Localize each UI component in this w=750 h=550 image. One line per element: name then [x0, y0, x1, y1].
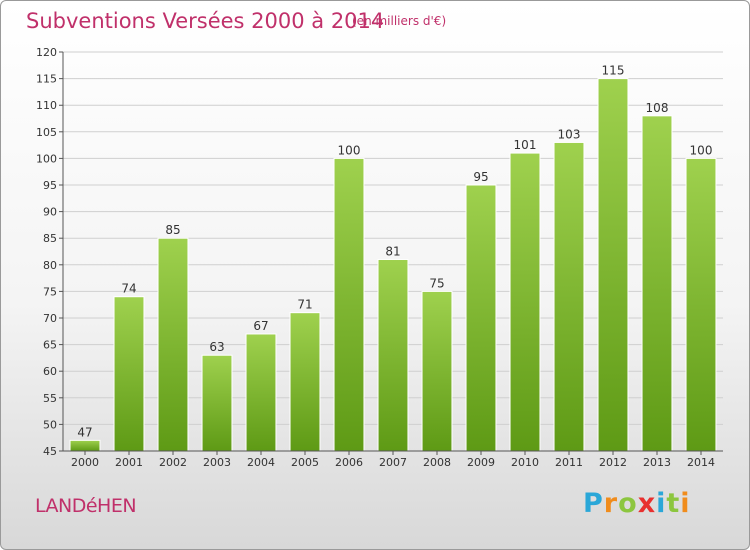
bar: [421, 290, 453, 452]
proxiti-logo: Proxiti: [583, 488, 691, 519]
bar: [289, 312, 321, 452]
x-tick-label: 2007: [379, 456, 407, 469]
logo-letter: x: [637, 488, 657, 519]
x-tick-label: 2005: [291, 456, 319, 469]
data-label: 100: [338, 143, 361, 157]
y-tick-label: 120: [36, 46, 57, 59]
y-tick-label: 85: [43, 232, 57, 245]
y-tick-label: 110: [36, 99, 57, 112]
y-tick-label: 90: [43, 206, 57, 219]
bar: [113, 296, 145, 452]
town-name: LANDéHEN: [35, 495, 137, 517]
x-tick-label: 2003: [203, 456, 231, 469]
bar: [641, 115, 673, 452]
logo-letter: o: [618, 488, 638, 519]
x-tick-label: 2013: [643, 456, 671, 469]
x-tick-label: 2014: [687, 456, 715, 469]
data-label: 71: [297, 298, 312, 312]
labels: 45 50 55 60 65 70 75 80 85 90 95 100 105 110 115 120 200…: [36, 46, 715, 469]
y-tick-label: 115: [36, 73, 57, 86]
data-label: 95: [473, 170, 488, 184]
data-label: 103: [558, 127, 581, 141]
data-label: 85: [165, 223, 180, 237]
y-tick-label: 95: [43, 179, 57, 192]
data-label: 101: [514, 138, 537, 152]
bar: [377, 258, 409, 452]
bar: [69, 439, 101, 452]
y-tick-label: 75: [43, 285, 57, 298]
y-tick-label: 70: [43, 312, 57, 325]
y-tick-label: 100: [36, 152, 57, 165]
data-label: 74: [121, 282, 136, 296]
bar: [553, 141, 585, 452]
y-tick-label: 45: [43, 445, 57, 458]
x-tick-label: 2009: [467, 456, 495, 469]
bar: [597, 78, 629, 452]
y-tick-label: 80: [43, 259, 57, 272]
x-tick-label: 2011: [555, 456, 583, 469]
data-label: 81: [385, 244, 400, 258]
chart-unit: (en milliers d'€): [352, 14, 447, 28]
bar: [245, 333, 277, 452]
y-tick-label: 55: [43, 392, 57, 405]
bar: [333, 157, 365, 452]
x-tick-label: 2010: [511, 456, 539, 469]
y-tick-label: 65: [43, 339, 57, 352]
x-tick-label: 2008: [423, 456, 451, 469]
chart-title: Subventions Versées 2000 à 2014: [26, 9, 385, 33]
y-tick-label: 60: [43, 365, 57, 378]
logo-letter: r: [603, 488, 619, 519]
y-tick-label: 105: [36, 126, 57, 139]
data-label: 75: [429, 276, 444, 290]
x-tick-label: 2004: [247, 456, 275, 469]
data-label: 100: [690, 143, 713, 157]
bars: [69, 78, 717, 452]
bar-chart: 45 50 55 60 65 70 75 80 85 90 95 100 105 110 115 120 200…: [36, 46, 723, 469]
data-label: 115: [602, 64, 625, 78]
bar: [157, 237, 189, 452]
x-tick-label: 2000: [71, 456, 99, 469]
logo-letter: i: [680, 488, 691, 519]
bar: [465, 184, 497, 452]
x-tick-label: 2001: [115, 456, 143, 469]
bar: [685, 157, 717, 452]
data-label: 47: [77, 425, 92, 439]
bar: [509, 152, 541, 452]
logo-letter: P: [583, 488, 604, 519]
logo-letter: i: [656, 488, 667, 519]
x-tick-label: 2002: [159, 456, 187, 469]
x-tick-label: 2012: [599, 456, 627, 469]
bar: [201, 354, 233, 452]
x-tick-label: 2006: [335, 456, 363, 469]
data-label: 108: [646, 101, 669, 115]
data-label: 63: [209, 340, 224, 354]
axes: [59, 51, 723, 455]
y-tick-label: 50: [43, 418, 57, 431]
logo-letter: t: [666, 488, 681, 519]
data-label: 67: [253, 319, 268, 333]
